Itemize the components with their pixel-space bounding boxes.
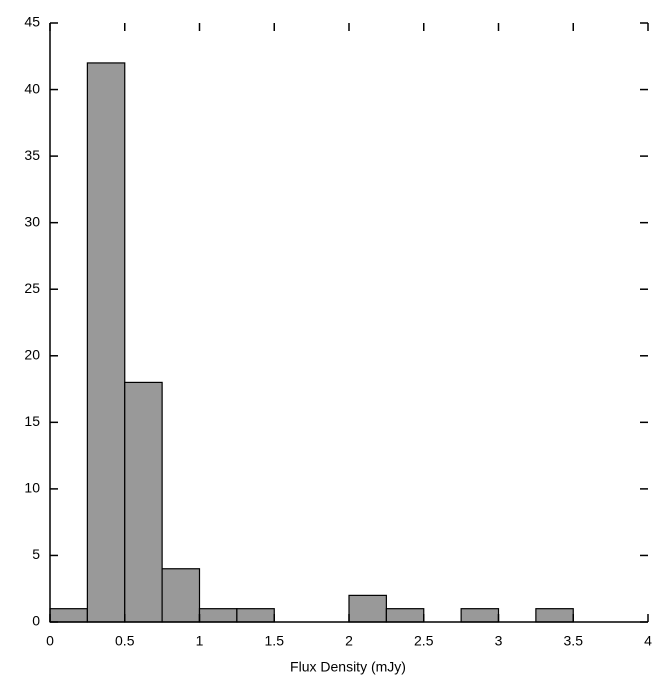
bar xyxy=(385,608,425,623)
y-tick-label: 0 xyxy=(32,613,40,629)
y-tick-label: 40 xyxy=(24,80,40,96)
x-tick-label: 3 xyxy=(495,633,503,649)
x-tick-label: 0 xyxy=(46,633,54,649)
x-tick-label: 1.5 xyxy=(265,633,285,649)
y-tick-label: 30 xyxy=(24,213,40,229)
y-tick-label: 5 xyxy=(32,546,40,562)
y-tick-label: 15 xyxy=(24,413,40,429)
bar xyxy=(49,608,88,623)
y-tick-label: 35 xyxy=(24,147,40,163)
bar xyxy=(198,608,238,623)
bar xyxy=(124,381,163,623)
y-tick-label: 20 xyxy=(24,346,40,362)
y-tick-label: 25 xyxy=(24,280,40,296)
bar xyxy=(236,608,275,623)
bar xyxy=(535,608,574,623)
x-tick-label: 2.5 xyxy=(414,633,434,649)
x-tick-label: 4 xyxy=(644,633,652,649)
bar xyxy=(86,62,126,623)
bar xyxy=(348,594,387,623)
x-tick-label: 0.5 xyxy=(115,633,135,649)
y-tick-label: 10 xyxy=(24,480,40,496)
y-tick-label: 45 xyxy=(24,14,40,30)
x-tick-label: 2 xyxy=(345,633,353,649)
bar xyxy=(161,568,201,623)
x-axis-label: Flux Density (mJy) xyxy=(290,659,406,675)
x-tick-label: 3.5 xyxy=(564,633,584,649)
x-tick-label: 1 xyxy=(196,633,204,649)
bar xyxy=(460,608,500,623)
